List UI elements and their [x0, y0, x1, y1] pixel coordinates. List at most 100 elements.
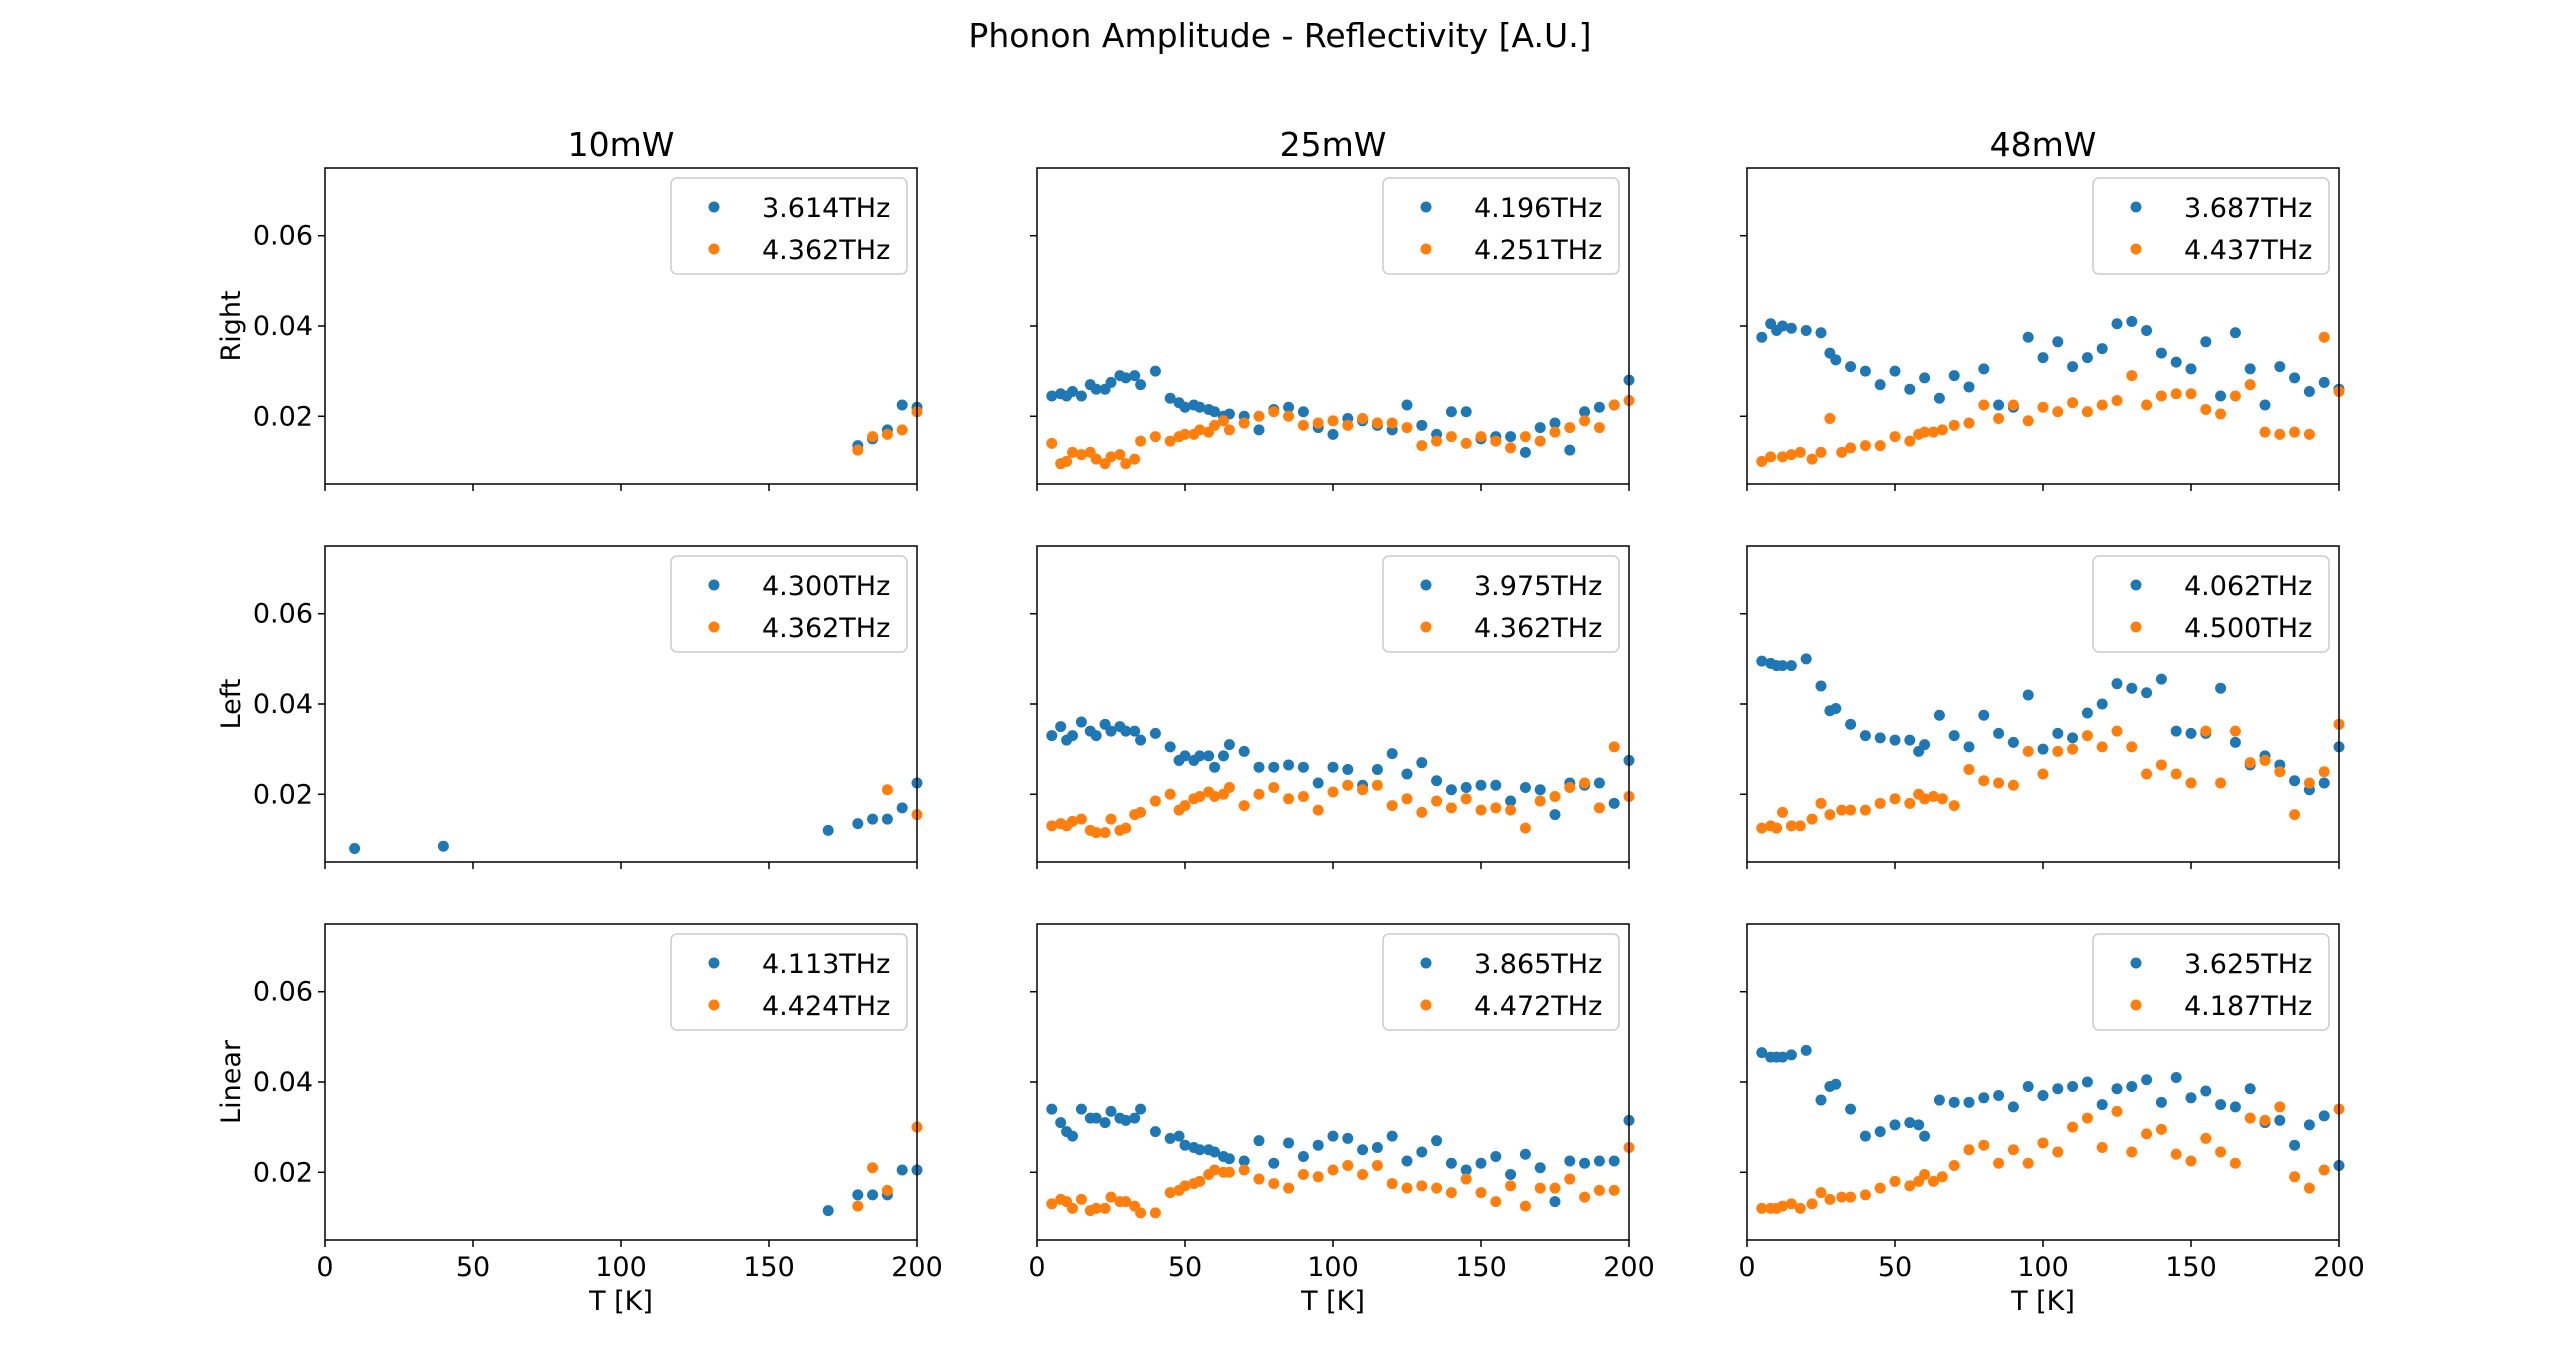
data-point: [2052, 745, 2064, 757]
data-point: [2022, 331, 2034, 343]
data-point: [1889, 365, 1901, 377]
data-point: [1173, 1130, 1185, 1142]
data-point: [1593, 401, 1605, 413]
data-point: [2007, 1101, 2019, 1113]
data-point: [1564, 1155, 1576, 1167]
data-point: [1948, 1096, 1960, 1108]
data-point: [1149, 1207, 1161, 1219]
data-point: [1238, 417, 1250, 429]
data-point: [1371, 417, 1383, 429]
subplot-2-1: 0.02 0.04 0.06 4.300THz 4.362THz Left: [216, 545, 923, 869]
data-point: [1505, 804, 1517, 816]
data-point: [1327, 1164, 1339, 1176]
data-point: [1312, 417, 1324, 429]
data-point: [1830, 354, 1842, 366]
data-point: [2185, 388, 2197, 400]
data-point: [2052, 727, 2064, 739]
data-point: [1777, 320, 1789, 332]
data-point: [1268, 782, 1280, 794]
data-point: [1105, 725, 1117, 737]
data-point: [2303, 428, 2315, 440]
data-point: [2229, 390, 2241, 402]
data-point: [2141, 325, 2153, 337]
data-point: [1223, 1166, 1235, 1178]
data-point: [1460, 782, 1472, 794]
data-point: [1564, 782, 1576, 794]
data-point: [2141, 687, 2153, 699]
data-point: [1135, 1207, 1147, 1219]
data-point: [2215, 777, 2227, 789]
data-point: [1209, 419, 1221, 431]
legend-marker: [1420, 957, 1432, 969]
plot-frame: [1746, 923, 2340, 1241]
data-point: [1401, 1155, 1413, 1167]
column-title: 25mW: [1280, 125, 1387, 164]
data-point: [896, 424, 908, 436]
data-point: [1777, 1051, 1789, 1063]
data-point: [1401, 422, 1413, 434]
data-point: [1830, 703, 1842, 715]
data-point: [1824, 1193, 1836, 1205]
data-point: [1836, 804, 1848, 816]
data-point: [1129, 453, 1141, 465]
data-point: [1593, 422, 1605, 434]
data-point: [2200, 336, 2212, 348]
data-point: [1936, 1171, 1948, 1183]
data-point: [2111, 1105, 2123, 1117]
y-tick-label: 0.06: [253, 221, 313, 252]
data-point: [2141, 1128, 2153, 1140]
data-point: [1416, 1180, 1428, 1192]
data-point: [1460, 1164, 1472, 1176]
data-point: [1889, 734, 1901, 746]
data-point: [1963, 1096, 1975, 1108]
data-point: [1090, 827, 1102, 839]
data-point: [2155, 759, 2167, 771]
legend-label: 4.362THz: [762, 235, 890, 266]
x-axis-label: T [K]: [588, 1286, 653, 1317]
data-point: [896, 1164, 908, 1176]
data-point: [1179, 1180, 1191, 1192]
data-point: [2185, 777, 2197, 789]
data-point: [1046, 730, 1058, 742]
data-point: [1963, 381, 1975, 393]
data-point: [1806, 453, 1818, 465]
data-point: [2318, 376, 2330, 388]
x-tick-label: 0: [1738, 1252, 1755, 1283]
legend-marker: [2130, 621, 2142, 633]
legend-marker: [1420, 999, 1432, 1011]
data-point: [1046, 437, 1058, 449]
data-point: [2244, 757, 2256, 769]
data-point: [1777, 451, 1789, 463]
data-point: [1253, 788, 1265, 800]
data-point: [1859, 365, 1871, 377]
data-point: [1919, 372, 1931, 384]
data-point: [1593, 1155, 1605, 1167]
data-point: [1794, 1202, 1806, 1214]
data-point: [1978, 775, 1990, 787]
data-point: [1874, 440, 1886, 452]
data-point: [1238, 1164, 1250, 1176]
data-point: [1114, 449, 1126, 461]
legend-box: [1382, 555, 1620, 653]
data-point: [1978, 709, 1990, 721]
data-point: [1579, 1157, 1591, 1169]
data-point: [1120, 372, 1132, 384]
data-point: [1067, 730, 1079, 742]
data-point: [881, 1184, 893, 1196]
data-point: [1209, 1164, 1221, 1176]
legend-marker: [708, 243, 720, 255]
data-point: [867, 813, 879, 825]
data-point: [2126, 1146, 2138, 1158]
data-point: [2155, 347, 2167, 359]
data-point: [437, 840, 449, 852]
x-tick-label: 50: [1168, 1252, 1202, 1283]
data-point: [1777, 660, 1789, 672]
data-point: [1519, 782, 1531, 794]
data-point: [1371, 779, 1383, 791]
plot-frame: [1036, 545, 1630, 863]
data-point: [2022, 689, 2034, 701]
data-point: [1904, 734, 1916, 746]
data-point: [1836, 1191, 1848, 1203]
data-point: [1756, 1047, 1768, 1059]
data-point: [1357, 413, 1369, 425]
